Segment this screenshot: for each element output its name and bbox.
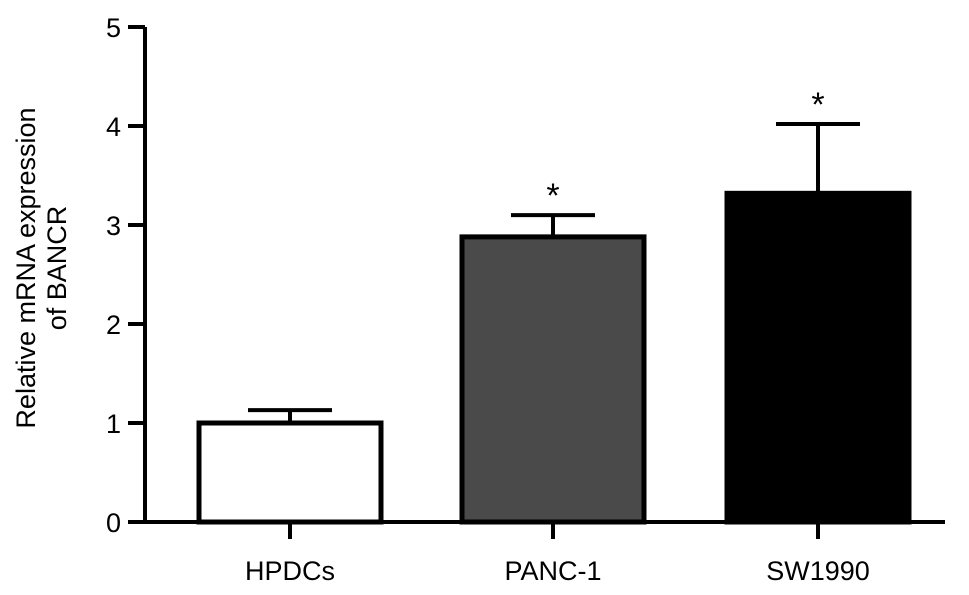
y-tick-label: 0 <box>106 508 121 538</box>
y-tick-label: 2 <box>106 310 121 340</box>
y-axis-label-line-1: Relative mRNA expression <box>11 107 41 428</box>
y-axis-label: Relative mRNA expression of BANCR <box>11 107 72 428</box>
x-tick-label: SW1990 <box>766 556 870 586</box>
y-tick-label: 3 <box>106 211 121 241</box>
bar-sw1990 <box>724 190 912 525</box>
bars: ** <box>196 86 912 525</box>
significance-marker: * <box>811 86 824 124</box>
y-tick-label: 1 <box>106 409 121 439</box>
bar-panc-1 <box>459 234 647 525</box>
x-tick-label: HPDCs <box>245 556 335 586</box>
y-axis-label-line-2: of BANCR <box>42 206 72 331</box>
x-tick-label: PANC-1 <box>504 556 601 586</box>
bar-hpdcs <box>196 420 384 525</box>
significance-marker: * <box>546 177 559 215</box>
y-tick-label: 5 <box>106 13 121 43</box>
y-tick-label: 4 <box>106 112 121 142</box>
